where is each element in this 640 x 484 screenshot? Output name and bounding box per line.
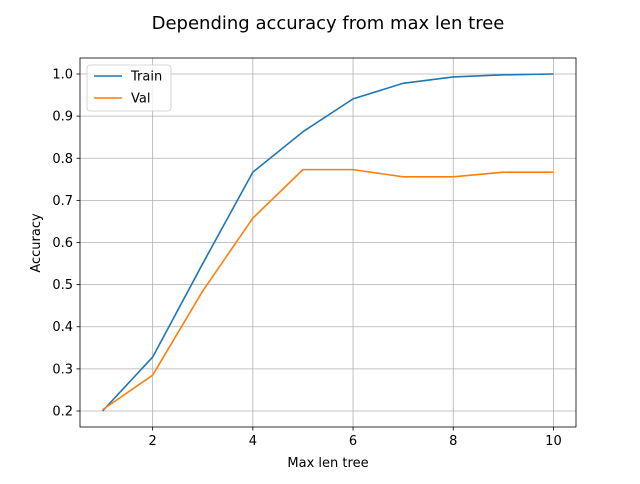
series-line-val: [102, 168, 554, 411]
y-tick-label: 0.9: [52, 110, 73, 125]
x-axis-label: Max len tree: [287, 456, 368, 471]
y-tick-label: 0.3: [52, 362, 73, 377]
series-lines: [101, 73, 554, 412]
y-tick-label: 0.5: [52, 278, 73, 293]
x-tick-label: 10: [545, 434, 562, 449]
chart-title: Depending accuracy from max len tree: [152, 13, 505, 34]
x-tick-label: 4: [249, 434, 257, 449]
x-tick-label: 6: [349, 434, 357, 449]
legend: Train Val: [86, 64, 172, 112]
x-tick-label: 8: [449, 434, 457, 449]
y-tick-label: 0.8: [52, 152, 73, 167]
y-tick-label: 0.7: [52, 194, 73, 209]
y-tick-label: 0.4: [52, 320, 73, 335]
x-tick-label: 2: [149, 434, 157, 449]
y-tick-label: 1.0: [52, 68, 73, 83]
legend-label-val: Val: [131, 92, 150, 107]
legend-label-train: Train: [130, 70, 162, 85]
y-tick-label: 0.6: [52, 236, 73, 251]
series-line-train: [101, 73, 554, 412]
y-axis-label: Accuracy: [29, 213, 44, 273]
y-tick-label: 0.2: [52, 404, 73, 419]
axis-ticks: 2 4 6 8 10 0.2 0.3 0.4 0.5 0.6 0.7 0.8 0.9 1.0: [52, 68, 561, 449]
